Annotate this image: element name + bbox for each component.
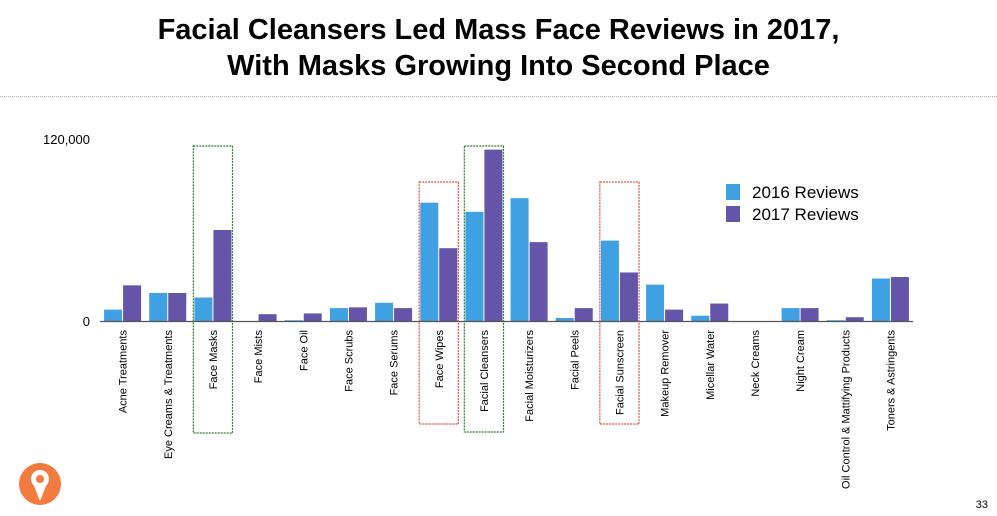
legend-swatch-2016-reviews <box>726 184 740 200</box>
bar-2017-reviews-night-cream <box>800 308 819 321</box>
bar-2017-reviews-face-mists <box>258 314 277 321</box>
highlight-box-face-masks <box>192 145 234 434</box>
bar-2017-reviews-facial-cleansers <box>484 149 503 321</box>
title-divider <box>0 96 997 97</box>
bar-2016-reviews-oil-control-and-mattifying-products <box>826 320 845 321</box>
bar-2017-reviews-facial-sunscreen <box>619 272 638 321</box>
x-tick-label-face-scrubs: Face Scrubs <box>343 330 355 392</box>
x-tick-label-oil-control-and-mattifying-products: Oil Control & Mattifying Products <box>840 330 852 489</box>
bar-2017-reviews-acne-treatments <box>123 285 142 321</box>
highlight-box-facial-cleansers <box>463 145 505 433</box>
x-tick-label-toners-and-astringents: Toners & Astringents <box>885 330 897 431</box>
chart-title: Facial Cleansers Led Mass Face Reviews i… <box>0 12 997 84</box>
orange-circle-person-icon <box>19 463 61 505</box>
bar-2017-reviews-eye-creams-and-treatments <box>168 292 187 321</box>
x-tick-label-facial-sunscreen: Facial Sunscreen <box>614 330 626 415</box>
bar-2017-reviews-facial-moisturizers <box>529 242 548 321</box>
legend-swatch-2017-reviews <box>726 206 740 222</box>
bar-2016-reviews-eye-creams-and-treatments <box>149 292 168 321</box>
highlight-box-face-wipes <box>418 181 459 425</box>
y-tick-label: 120,000 <box>43 132 90 147</box>
bar-2016-reviews-makeup-remover <box>646 284 665 321</box>
x-tick-label-face-oil: Face Oil <box>298 330 310 371</box>
bar-2016-reviews-facial-peels <box>555 317 574 321</box>
x-tick-label-acne-treatments: Acne Treatments <box>118 330 130 414</box>
bar-2016-reviews-face-wipes <box>420 202 439 321</box>
x-tick-label-face-serums: Face Serums <box>389 330 401 396</box>
x-tick-label-facial-cleansers: Facial Cleansers <box>479 330 491 412</box>
bar-2017-reviews-face-masks <box>213 230 232 321</box>
legend-label-2016-reviews: 2016 Reviews <box>752 183 859 202</box>
chart-title-line-2: With Masks Growing Into Second Place <box>227 50 770 82</box>
x-tick-label-makeup-remover: Makeup Remover <box>660 330 672 417</box>
x-tick-label-eye-creams-and-treatments: Eye Creams & Treatments <box>163 330 175 459</box>
bar-2016-reviews-face-serums <box>375 302 394 321</box>
x-tick-label-micellar-water: Micellar Water <box>705 330 717 400</box>
page-number: 33 <box>975 499 988 511</box>
x-tick-label-facial-peels: Facial Peels <box>569 330 581 390</box>
bar-2017-reviews-micellar-water <box>710 303 729 321</box>
x-tick-label-face-wipes: Face Wipes <box>434 330 446 389</box>
bar-2016-reviews-face-scrubs <box>329 308 348 321</box>
bar-2016-reviews-toners-and-astringents <box>871 278 890 321</box>
bar-2017-reviews-toners-and-astringents <box>890 277 909 321</box>
bar-2016-reviews-acne-treatments <box>104 309 123 321</box>
chart-title-line-1: Facial Cleansers Led Mass Face Reviews i… <box>157 14 840 46</box>
highlight-box-facial-sunscreen <box>599 181 640 425</box>
bar-2017-reviews-facial-peels <box>574 308 593 321</box>
bar-2016-reviews-facial-cleansers <box>465 211 484 321</box>
y-tick-label: 0 <box>83 314 90 329</box>
bar-2017-reviews-oil-control-and-mattifying-products <box>845 317 864 321</box>
bar-2016-reviews-micellar-water <box>691 315 710 321</box>
bar-2017-reviews-face-oil <box>303 313 322 321</box>
x-tick-label-facial-moisturizers: Facial Moisturizers <box>524 330 536 422</box>
bar-2016-reviews-face-oil <box>284 320 303 321</box>
bar-2016-reviews-night-cream <box>781 308 800 321</box>
bar-2017-reviews-makeup-remover <box>665 309 684 321</box>
x-tick-label-night-cream: Night Cream <box>795 330 807 392</box>
legend-label-2017-reviews: 2017 Reviews <box>752 205 859 224</box>
bar-2017-reviews-face-wipes <box>439 248 458 321</box>
x-tick-label-face-mists: Face Mists <box>253 330 265 384</box>
bar-2016-reviews-face-masks <box>194 297 213 321</box>
bar-2017-reviews-face-serums <box>394 308 413 321</box>
x-tick-label-face-masks: Face Masks <box>208 330 220 390</box>
bar-2017-reviews-face-scrubs <box>348 307 367 321</box>
bar-2016-reviews-facial-sunscreen <box>600 240 619 321</box>
x-tick-label-neck-creams: Neck Creams <box>750 330 762 397</box>
bar-2016-reviews-facial-moisturizers <box>510 198 529 321</box>
